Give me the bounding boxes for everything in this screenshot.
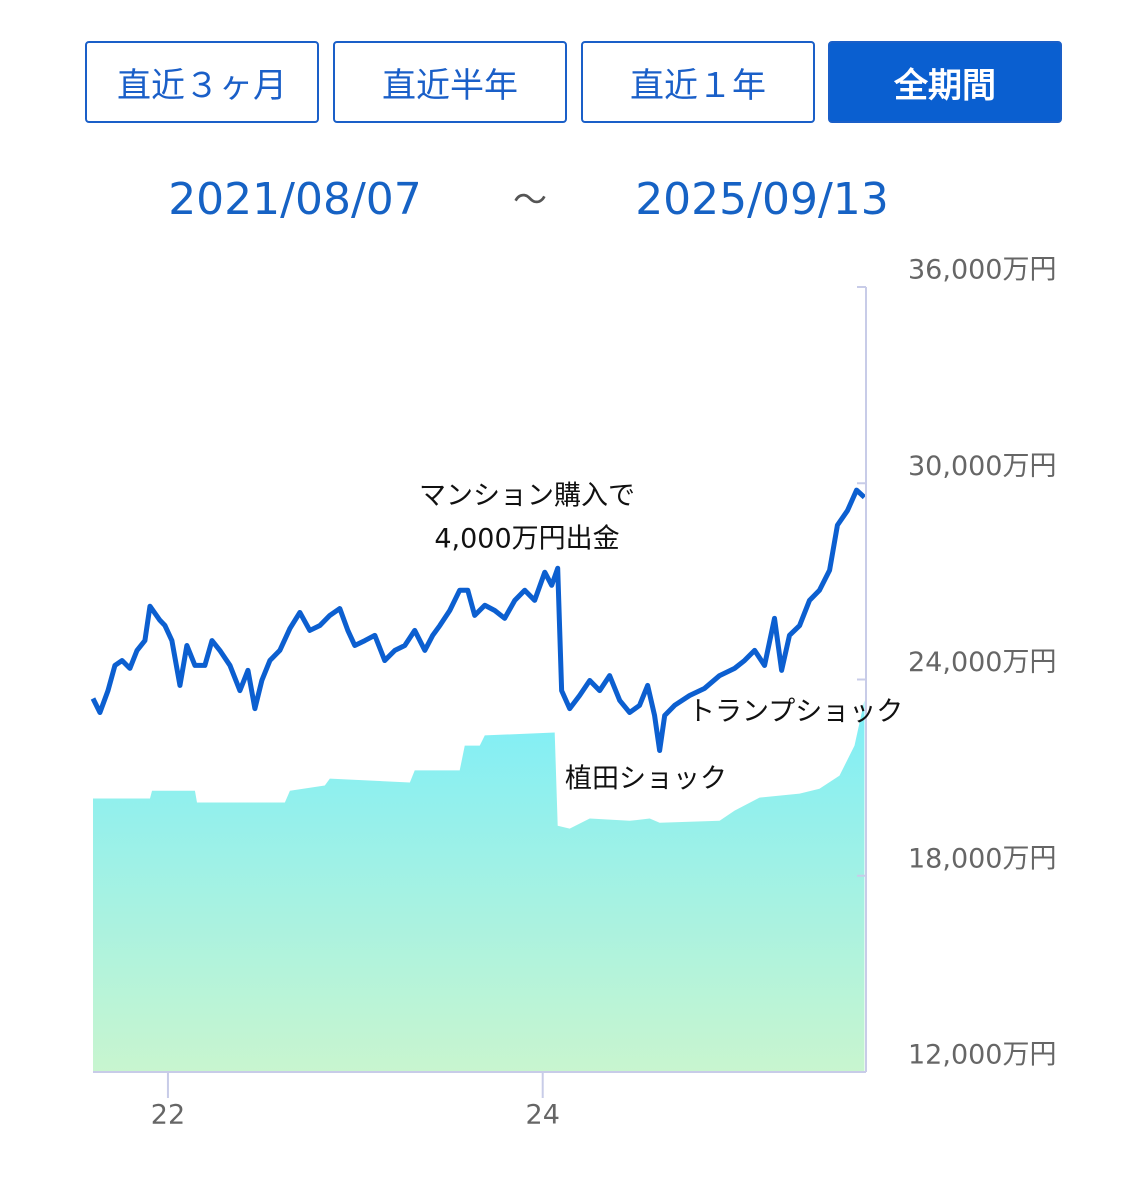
y-tick-label: 12,000万円 bbox=[908, 1040, 1056, 1071]
y-tick-label: 30,000万円 bbox=[908, 451, 1056, 482]
annotation: マンション購入で bbox=[419, 481, 635, 512]
period-button[interactable]: 直近１年 bbox=[581, 41, 815, 123]
period-button[interactable]: 直近半年 bbox=[333, 41, 567, 123]
date-end: 2025/09/13 bbox=[635, 174, 889, 225]
x-tick-label: 24 bbox=[526, 1100, 560, 1131]
y-tick-label: 36,000万円 bbox=[908, 255, 1056, 286]
annotation: 4,000万円出金 bbox=[434, 524, 619, 555]
date-separator: ～ bbox=[513, 181, 547, 221]
x-tick-label: 22 bbox=[151, 1100, 185, 1131]
y-tick-label: 24,000万円 bbox=[908, 647, 1056, 678]
line bbox=[90, 487, 867, 753]
annotation: トランプショック bbox=[688, 697, 903, 728]
period-button[interactable]: 全期間 bbox=[828, 41, 1062, 123]
date-start: 2021/08/07 bbox=[168, 174, 422, 225]
area bbox=[93, 700, 865, 1072]
annotation: 植田ショック bbox=[565, 764, 727, 795]
y-tick-label: 18,000万円 bbox=[908, 843, 1056, 874]
period-button[interactable]: 直近３ヶ月 bbox=[85, 41, 319, 123]
